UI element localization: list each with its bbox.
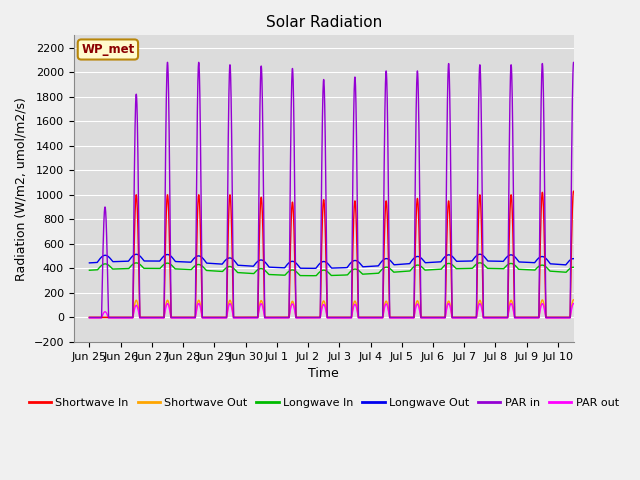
Longwave Out <box>189 257 197 263</box>
Longwave Out <box>476 252 484 257</box>
Shortwave Out <box>476 297 484 303</box>
Line: PAR out: PAR out <box>90 303 589 318</box>
Longwave Out <box>586 264 593 269</box>
Longwave In <box>476 260 484 266</box>
Line: Shortwave In: Shortwave In <box>90 191 589 317</box>
PAR in <box>570 60 577 65</box>
Shortwave Out <box>86 314 93 320</box>
Shortwave Out <box>570 297 577 302</box>
X-axis label: Time: Time <box>308 367 339 380</box>
PAR out <box>586 315 593 321</box>
PAR out <box>86 315 93 321</box>
PAR in <box>86 314 93 320</box>
Line: Longwave In: Longwave In <box>90 263 589 276</box>
PAR in <box>586 314 593 320</box>
Longwave In <box>358 270 365 276</box>
Longwave Out <box>385 256 392 262</box>
PAR in <box>513 314 521 320</box>
Shortwave In <box>476 192 484 198</box>
PAR in <box>189 314 197 320</box>
Longwave Out <box>86 260 93 266</box>
Longwave In <box>514 265 522 271</box>
Shortwave In <box>570 188 577 194</box>
Longwave Out <box>476 252 484 257</box>
Shortwave In <box>385 244 392 250</box>
PAR out <box>189 315 197 321</box>
Longwave Out <box>358 263 365 268</box>
PAR out <box>476 301 484 307</box>
PAR out <box>385 307 392 312</box>
Shortwave In <box>513 314 521 320</box>
Y-axis label: Radiation (W/m2, umol/m2/s): Radiation (W/m2, umol/m2/s) <box>15 96 28 281</box>
PAR out <box>500 315 508 321</box>
Longwave Out <box>501 257 509 263</box>
Legend: Shortwave In, Shortwave Out, Longwave In, Longwave Out, PAR in, PAR out: Shortwave In, Shortwave Out, Longwave In… <box>24 394 623 412</box>
PAR in <box>385 166 392 171</box>
Shortwave In <box>358 314 365 320</box>
Shortwave In <box>586 314 593 320</box>
Title: Solar Radiation: Solar Radiation <box>266 15 382 30</box>
Shortwave Out <box>500 314 508 320</box>
Longwave In <box>476 260 484 266</box>
Longwave In <box>586 271 593 276</box>
Shortwave Out <box>586 314 593 320</box>
Shortwave Out <box>189 314 197 320</box>
Longwave Out <box>309 265 317 271</box>
PAR in <box>500 314 508 320</box>
Shortwave Out <box>358 314 365 320</box>
Longwave In <box>309 273 317 278</box>
Longwave In <box>385 264 392 270</box>
Shortwave Out <box>513 314 521 320</box>
Line: PAR in: PAR in <box>90 62 589 317</box>
Longwave In <box>86 267 93 273</box>
Line: Shortwave Out: Shortwave Out <box>90 300 589 317</box>
Longwave In <box>501 264 509 270</box>
Longwave Out <box>514 257 522 263</box>
Shortwave In <box>86 314 93 320</box>
PAR out <box>513 315 521 321</box>
Shortwave In <box>500 314 508 320</box>
PAR in <box>476 62 484 68</box>
PAR out <box>570 300 577 306</box>
Line: Longwave Out: Longwave Out <box>90 254 589 268</box>
Text: WP_met: WP_met <box>81 43 134 56</box>
Shortwave Out <box>385 305 392 311</box>
Shortwave In <box>189 314 197 320</box>
PAR out <box>358 315 365 321</box>
Longwave In <box>189 265 197 271</box>
PAR in <box>358 314 365 320</box>
